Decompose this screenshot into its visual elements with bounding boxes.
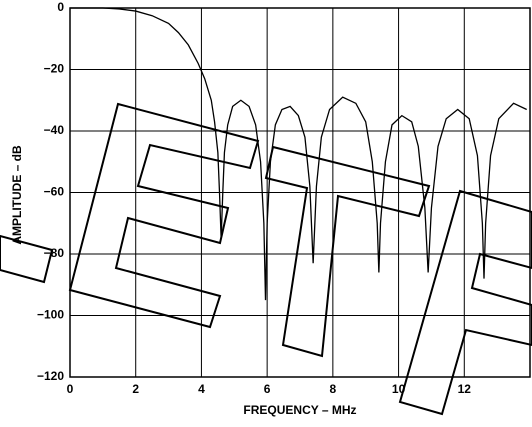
plot-area: [69, 7, 531, 378]
y-axis-title: AMPLITUDE – dB: [10, 145, 24, 245]
y-tick-label: −100: [37, 308, 64, 322]
y-tick-label: −40: [44, 123, 65, 137]
y-tick-label: −120: [37, 369, 64, 383]
x-tick-label: 6: [264, 382, 271, 396]
y-tick-label: −80: [44, 246, 65, 260]
x-tick-label: 2: [132, 382, 139, 396]
watermark-fragment: [0, 234, 54, 284]
x-tick-label: 10: [392, 382, 406, 396]
x-axis-title: FREQUENCY – MHz: [243, 403, 356, 417]
x-tick-label: 4: [198, 382, 205, 396]
y-tick-label: 0: [57, 0, 64, 14]
x-tick-label: 8: [330, 382, 337, 396]
data-line: [70, 7, 527, 301]
watermark: [0, 102, 532, 416]
x-tick-label: 12: [458, 382, 472, 396]
watermark-e: [68, 102, 260, 329]
watermark-f: [398, 189, 532, 416]
y-tick-label: −60: [44, 185, 65, 199]
y-tick-label: −20: [44, 62, 65, 76]
x-tick-label: 0: [67, 382, 74, 396]
watermark-t: [264, 145, 431, 358]
